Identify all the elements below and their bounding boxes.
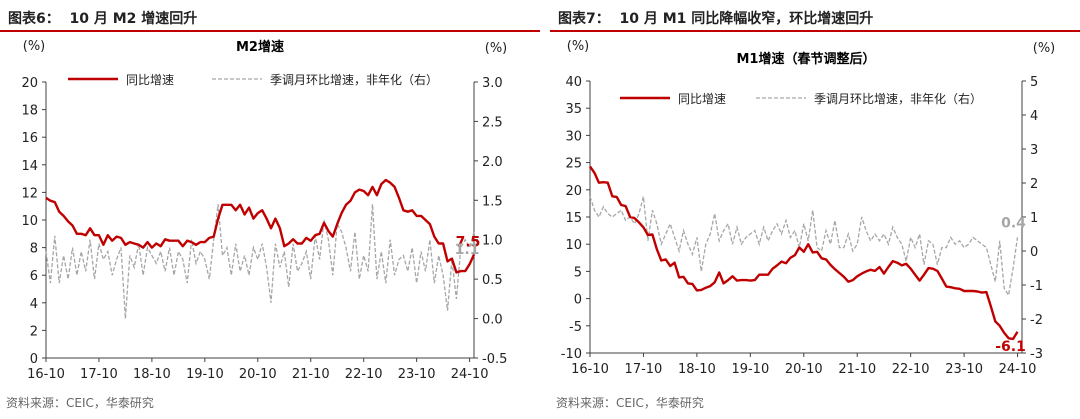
- x-tick-label: 18-10: [133, 367, 171, 382]
- x-tick-label: 16-10: [27, 367, 65, 382]
- y-tick-label-right: 1: [1030, 211, 1038, 226]
- series-line-yoy: [45, 178, 476, 274]
- series-line-mom: [589, 196, 1019, 297]
- x-tick-label: 20-10: [785, 362, 823, 377]
- x-tick-label: 24-10: [999, 362, 1037, 377]
- y-axis-unit-right: (%): [1033, 41, 1056, 56]
- figure-title: 图表7： 10 月 M1 同比降幅收窄，环比增速回升: [558, 11, 874, 27]
- y-tick-label-left: 35: [565, 102, 582, 117]
- chart-panel-m2: 图表6： 10 月 M2 增速回升 M2增速 (%) (%) 0 2 4 6 8 10 12 14 1…: [0, 11, 540, 410]
- chart-title: M1增速（春节调整后）: [737, 51, 876, 67]
- y-tick-label-left: 8: [30, 242, 38, 257]
- series-line-mom: [45, 204, 475, 319]
- y-tick-label-left: 20: [565, 184, 582, 199]
- y-tick-label-left: 12: [21, 186, 38, 201]
- y-tick-label-right: 5: [1030, 75, 1038, 90]
- x-tick-label: 21-10: [838, 362, 876, 377]
- y-tick-label-right: 2: [1030, 177, 1038, 192]
- y-tick-label-right: 1.5: [482, 194, 503, 209]
- x-tick-label: 16-10: [571, 362, 609, 377]
- m2-chart-svg: M2增速 (%) (%) 0 2 4 6 8 10 12 14 16 18 20 -0.5 0.0 0.5 1.0…: [21, 39, 508, 382]
- y-axis-unit-right: (%): [485, 41, 508, 56]
- x-tick-label: 21-10: [292, 367, 330, 382]
- x-tick-label: 23-10: [945, 362, 983, 377]
- legend-label-mom: 季调月环比增速，非年化（右）: [270, 72, 438, 87]
- y-axis-unit-left: (%): [567, 39, 590, 54]
- y-tick-label-right: 0.5: [482, 273, 503, 288]
- y-tick-label-left: -10: [561, 347, 582, 362]
- y-tick-label-right: -2: [1030, 313, 1043, 328]
- y-tick-label-right: -3: [1030, 347, 1043, 362]
- end-label-yoy: 7.5: [456, 235, 481, 251]
- x-tick-label: 19-10: [731, 362, 769, 377]
- y-tick-label-left: 6: [30, 269, 38, 284]
- y-axis-unit-left: (%): [23, 39, 46, 54]
- x-tick-label: 23-10: [398, 367, 436, 382]
- x-tick-label: 20-10: [239, 367, 277, 382]
- y-tick-label-right: 3: [1030, 143, 1038, 158]
- y-tick-label-right: -0.5: [482, 352, 507, 367]
- y-tick-label-left: -5: [569, 320, 582, 335]
- x-tick-label: 18-10: [678, 362, 716, 377]
- y-tick-label-left: 2: [30, 324, 38, 339]
- y-tick-label-right: 4: [1030, 109, 1038, 124]
- end-label-mom: 0.4: [1001, 215, 1026, 231]
- source-note: 资料来源：CEIC，华泰研究: [6, 396, 154, 410]
- y-tick-label-left: 20: [21, 76, 38, 91]
- legend-label-yoy: 同比增速: [126, 73, 174, 87]
- y-tick-label-left: 40: [565, 75, 582, 90]
- y-tick-label-left: 10: [21, 214, 38, 229]
- y-tick-label-left: 18: [21, 104, 38, 119]
- legend-label-yoy: 同比增速: [678, 92, 726, 106]
- x-tick-label: 17-10: [80, 367, 118, 382]
- end-label-yoy: -6.1: [995, 339, 1026, 355]
- x-tick-label: 19-10: [186, 367, 224, 382]
- y-tick-label-left: 5: [574, 265, 582, 280]
- y-tick-label-right: 2.5: [482, 115, 503, 130]
- y-tick-label-left: 10: [565, 238, 582, 253]
- y-tick-label-right: 0.0: [482, 313, 503, 328]
- y-tick-label-right: 2.0: [482, 155, 503, 170]
- x-tick-label: 22-10: [345, 367, 383, 382]
- figure-title: 图表6： 10 月 M2 增速回升: [8, 11, 198, 27]
- chart-title: M2增速: [236, 39, 284, 55]
- series-line-yoy: [589, 165, 1019, 341]
- x-tick-label: 22-10: [892, 362, 930, 377]
- y-tick-label-left: 15: [565, 211, 582, 226]
- y-tick-label-right: 0: [1030, 245, 1038, 260]
- y-tick-label-right: 3.0: [482, 76, 503, 91]
- y-tick-label-left: 25: [565, 157, 582, 172]
- y-tick-label-left: 30: [565, 129, 582, 144]
- title-rule: [0, 30, 540, 32]
- y-tick-label-left: 0: [574, 293, 582, 308]
- y-tick-label-left: 0: [30, 352, 38, 367]
- m1-chart-svg: M1增速（春节调整后）(%) (%)-10-50510152025303540-3…: [561, 39, 1056, 377]
- y-tick-label-right: -1: [1030, 279, 1043, 294]
- legend-label-mom: 季调月环比增速，非年化（右）: [814, 91, 982, 106]
- y-tick-label-right: 1.0: [482, 234, 503, 249]
- x-tick-label: 24-10: [451, 367, 489, 382]
- end-label-mom: 1.1: [455, 242, 480, 258]
- y-tick-label-left: 4: [30, 297, 38, 312]
- chart-panel-m1: 图表7： 10 月 M1 同比降幅收窄，环比增速回升 M1增速（春节调整后） (%…: [550, 0, 1080, 419]
- y-tick-label-left: 16: [21, 131, 38, 146]
- x-tick-label: 17-10: [625, 362, 663, 377]
- source-note: 资料来源：CEIC，华泰研究: [556, 396, 704, 410]
- title-rule: [550, 30, 1080, 32]
- y-tick-label-left: 14: [21, 159, 38, 174]
